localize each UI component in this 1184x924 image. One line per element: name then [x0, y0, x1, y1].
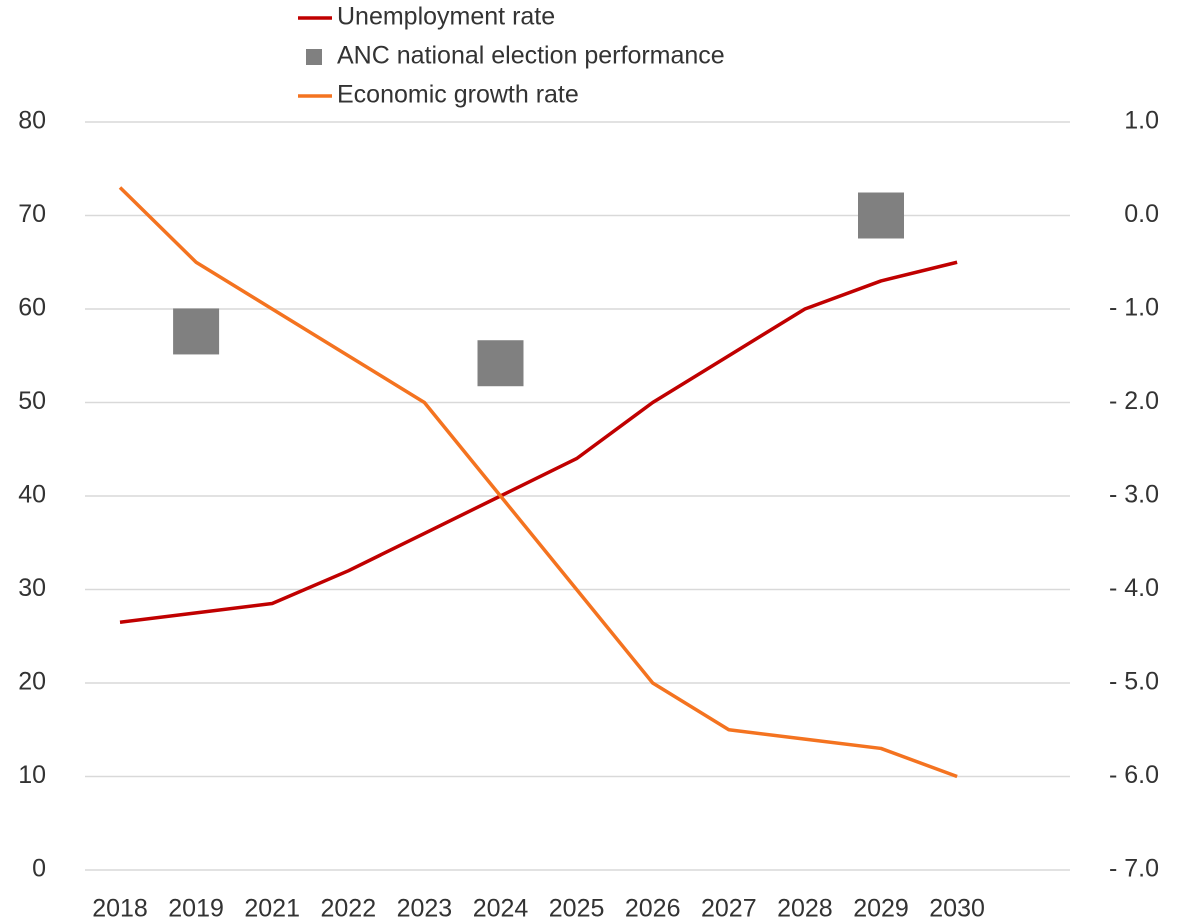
series-line: [118, 186, 958, 779]
legend-label: ANC national election performance: [337, 42, 725, 70]
y2-tick-label: - 7.0: [1109, 855, 1159, 883]
y-tick-label: 60: [18, 294, 46, 322]
y2-tick-label: - 5.0: [1109, 668, 1159, 696]
marker: [858, 192, 904, 239]
x-tick-label: 2021: [244, 895, 300, 923]
x-tick-label: 2027: [701, 895, 757, 923]
x-tick-label: 2022: [320, 895, 376, 923]
x-tick-label: 2025: [549, 895, 605, 923]
x-tick-label: 2030: [929, 895, 985, 923]
y-tick-label: 80: [18, 107, 46, 135]
y2-tick-label: - 4.0: [1109, 574, 1159, 602]
x-tick-label: 2026: [625, 895, 681, 923]
y2-tick-label: - 3.0: [1109, 481, 1159, 509]
x-tick-label: 2029: [853, 895, 909, 923]
x-tick-label: 2028: [777, 895, 833, 923]
y-tick-label: 10: [18, 761, 46, 789]
marker: [477, 340, 524, 387]
x-tick-label: 2019: [168, 895, 224, 923]
marker: [173, 308, 220, 355]
legend-marker: [306, 49, 322, 65]
y-tick-label: 70: [18, 200, 46, 228]
x-tick-label: 2018: [92, 895, 148, 923]
y2-tick-label: 1.0: [1124, 107, 1159, 135]
series-line: [119, 260, 958, 624]
y2-tick-label: 0.0: [1124, 200, 1159, 228]
legend-label: Economic growth rate: [337, 81, 579, 109]
y-tick-label: 0: [32, 855, 46, 883]
x-tick-label: 2023: [397, 895, 453, 923]
x-tick-label: 2024: [473, 895, 529, 923]
legend-label: Unemployment rate: [337, 3, 555, 31]
y-tick-label: 20: [18, 668, 46, 696]
y-tick-label: 40: [18, 481, 46, 509]
y2-tick-label: - 2.0: [1109, 387, 1159, 415]
y-tick-label: 30: [18, 574, 46, 602]
y-tick-label: 50: [18, 387, 46, 415]
y2-tick-label: - 1.0: [1109, 294, 1159, 322]
y2-tick-label: - 6.0: [1109, 761, 1159, 789]
